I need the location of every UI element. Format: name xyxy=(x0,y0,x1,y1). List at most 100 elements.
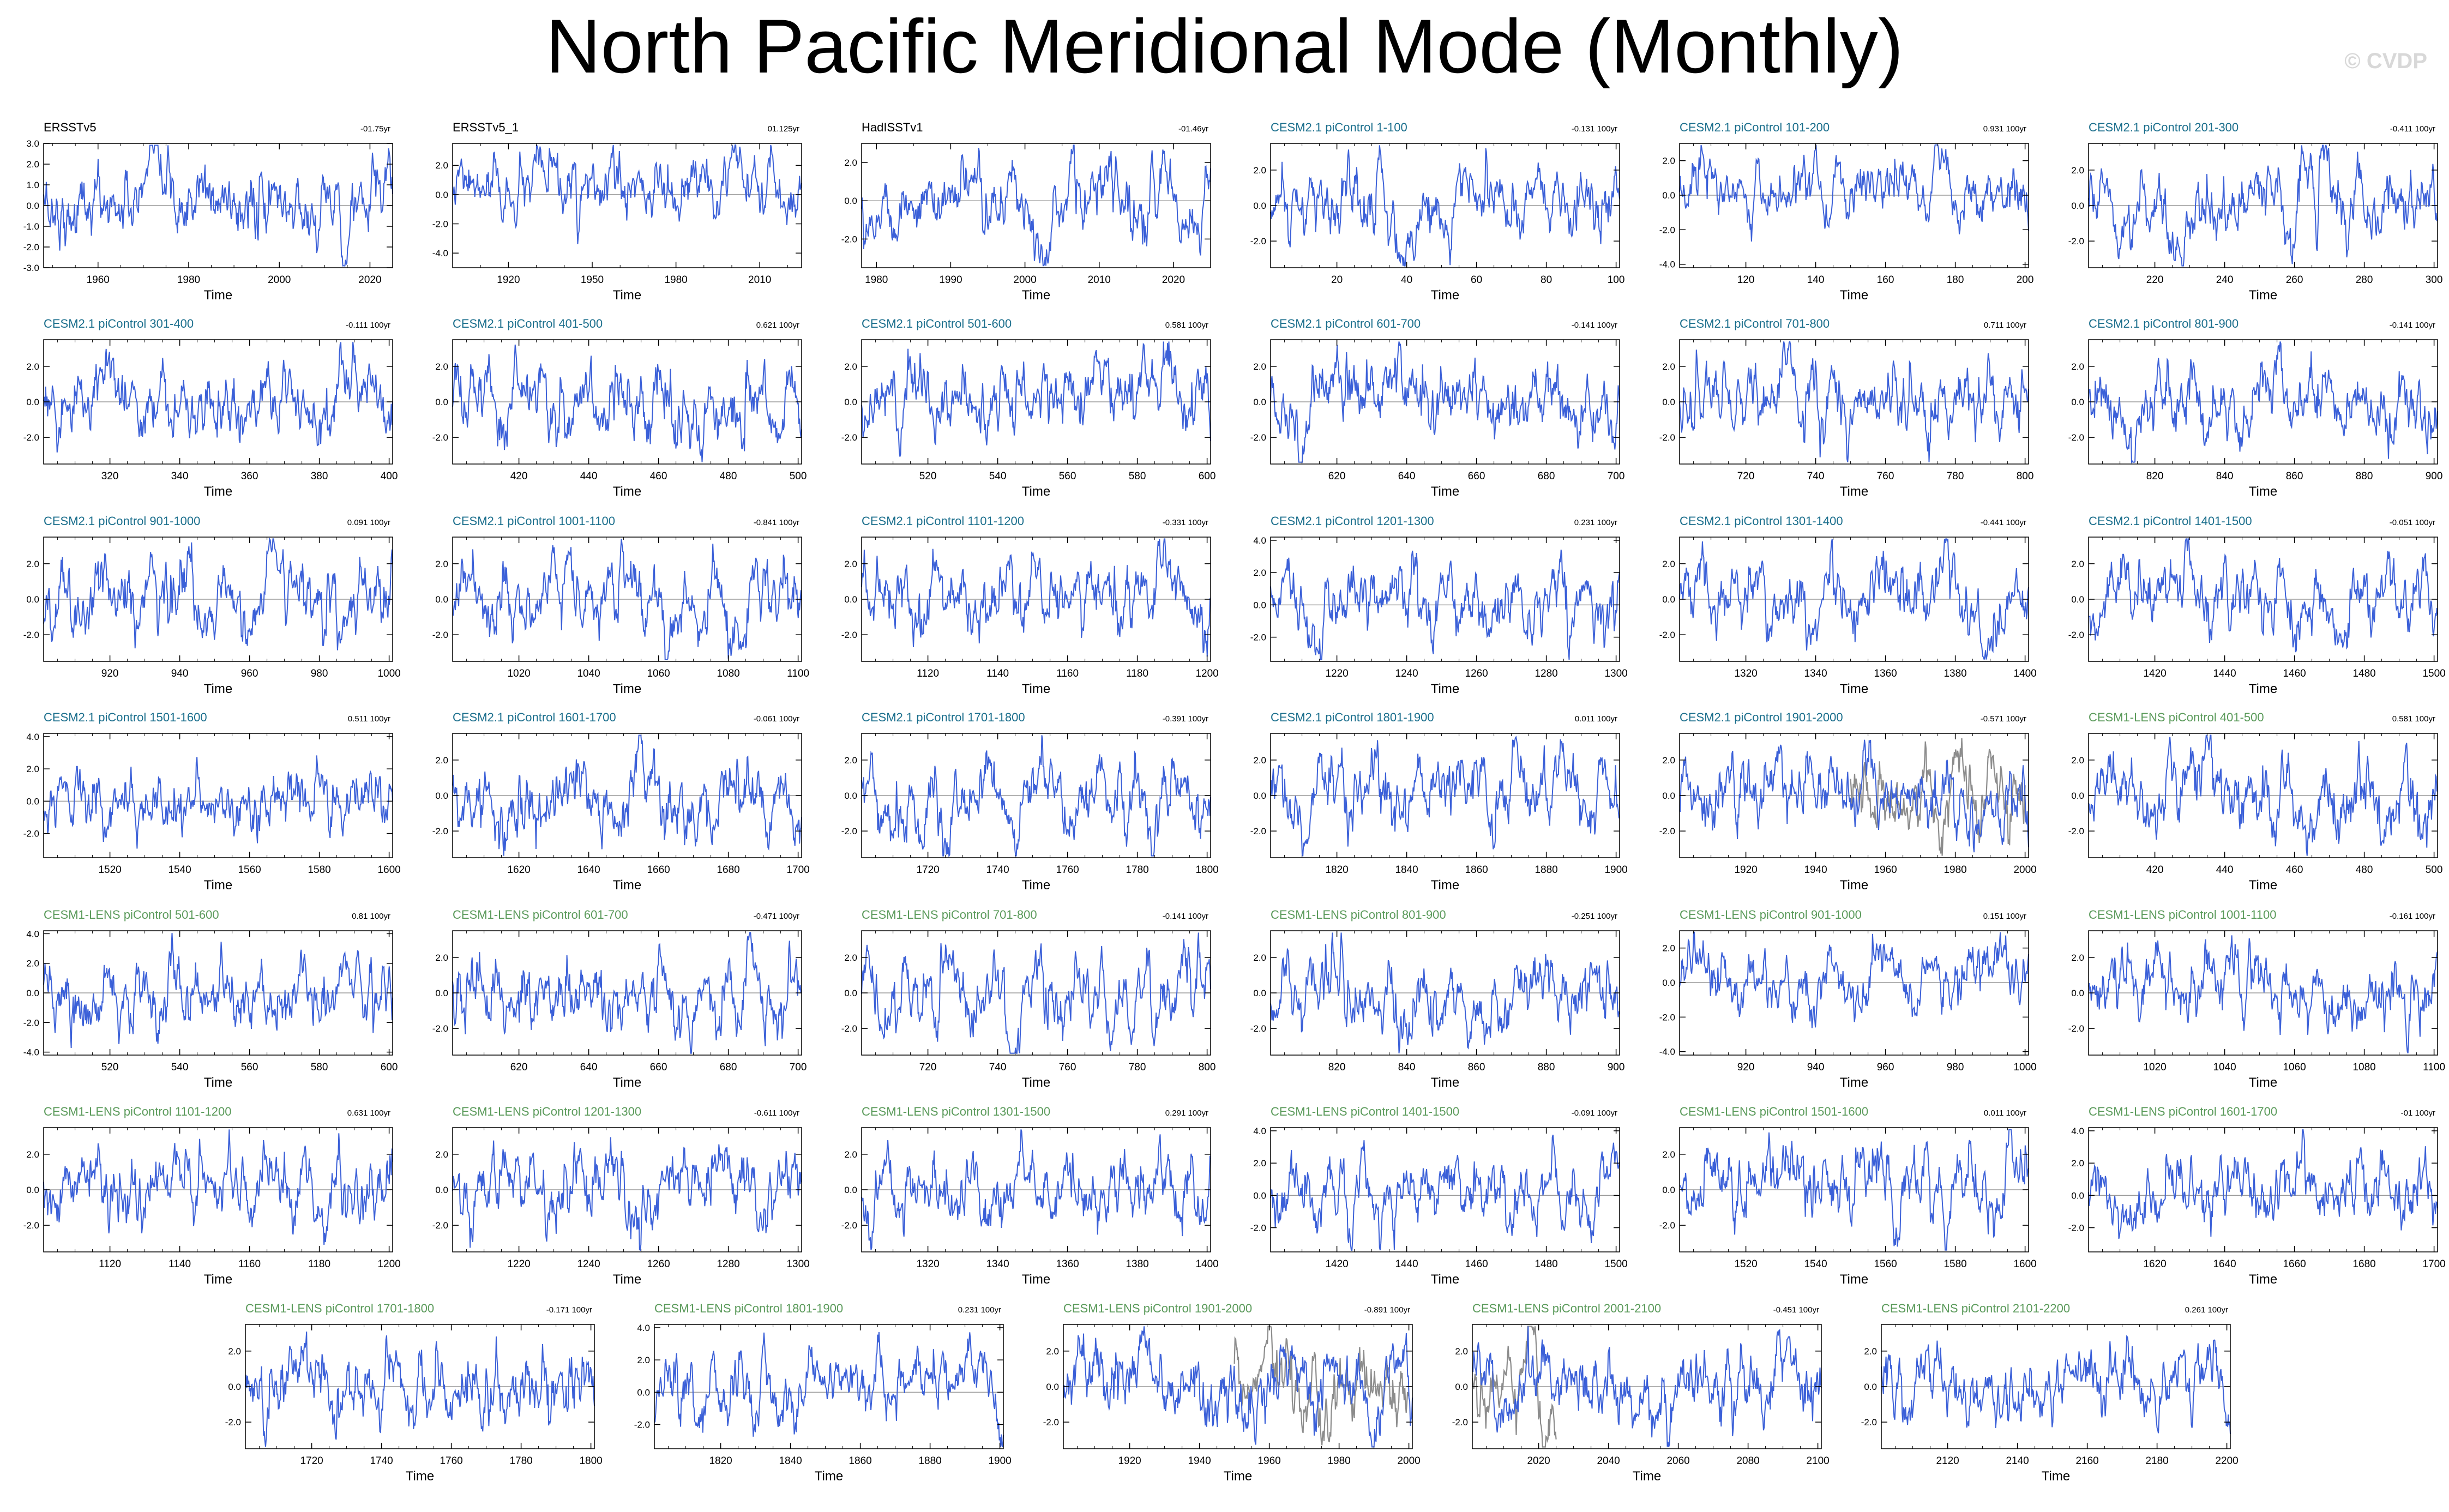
x-tick-label: 1320 xyxy=(916,1258,939,1270)
x-tick-label: 520 xyxy=(919,471,937,482)
series-line xyxy=(452,734,802,856)
x-tick-label: 2000 xyxy=(1397,1455,1420,1467)
x-tick-label: 1280 xyxy=(717,1258,739,1270)
x-axis-label: Time xyxy=(2249,288,2277,303)
y-tick-label: 2.0 xyxy=(1662,156,1675,166)
series-line xyxy=(1881,1335,2231,1435)
x-tick-label: 1200 xyxy=(1195,668,1218,679)
series-line xyxy=(245,1332,595,1447)
x-tick-label: 1020 xyxy=(507,668,530,679)
x-tick-label: 1300 xyxy=(1604,668,1627,679)
panel-title: HadISSTv1 xyxy=(862,121,923,134)
panel-trend: 0.931 100yr xyxy=(1983,124,2026,134)
x-axis-label: Time xyxy=(613,682,641,696)
y-tick-label: 0.0 xyxy=(1253,600,1266,610)
x-tick-label: 1220 xyxy=(1325,668,1348,679)
y-tick-label: -2.0 xyxy=(2068,630,2084,640)
y-tick-label: 0.0 xyxy=(1662,978,1675,988)
x-tick-label: 2020 xyxy=(1527,1455,1550,1467)
x-tick-label: 800 xyxy=(1199,1062,1216,1073)
x-tick-label: 1900 xyxy=(988,1455,1011,1467)
y-tick-label: 0.0 xyxy=(26,988,39,998)
x-tick-label: 1560 xyxy=(238,864,261,876)
x-tick-label: 1360 xyxy=(1874,668,1897,679)
x-tick-label: 1280 xyxy=(1535,668,1557,679)
panel-16: CESM2.1 piControl 1201-1300 0.231 100yr 12… xyxy=(1250,514,1628,696)
panel-title: CESM2.1 piControl 701-800 xyxy=(1680,317,1830,330)
x-axis-label: Time xyxy=(1840,484,1868,499)
x-tick-label: 1260 xyxy=(647,1258,670,1270)
x-tick-label: 900 xyxy=(2426,471,2443,482)
y-tick-label: 0.0 xyxy=(1662,190,1675,201)
series-line xyxy=(1679,931,2029,1028)
y-tick-label: 0.0 xyxy=(435,190,448,200)
panel-title: CESM1-LENS piControl 1901-2000 xyxy=(1063,1302,1252,1315)
y-tick-label: 0.0 xyxy=(1662,594,1675,605)
x-tick-label: 1040 xyxy=(577,668,600,679)
panel-4: CESM2.1 piControl 1-100 -0.131 100yr 20 40 6… xyxy=(1250,121,1625,303)
x-tick-label: 1580 xyxy=(308,864,330,876)
y-tick-label: -2.0 xyxy=(841,432,857,443)
y-tick-label: 4.0 xyxy=(26,929,39,939)
y-tick-label: -2.0 xyxy=(23,829,39,839)
x-tick-label: 1920 xyxy=(1118,1455,1141,1467)
x-axis-label: Time xyxy=(1431,682,1459,696)
x-axis-label: Time xyxy=(1840,288,1868,303)
x-tick-label: 2020 xyxy=(1162,274,1185,286)
y-tick-label: -4.0 xyxy=(23,1047,39,1058)
x-tick-label: 2020 xyxy=(358,274,381,286)
x-axis-label: Time xyxy=(2249,1075,2277,1090)
series-line xyxy=(452,144,802,244)
y-tick-label: 0.0 xyxy=(228,1382,241,1392)
x-tick-label: 1500 xyxy=(1604,1258,1627,1270)
series-line xyxy=(861,735,1211,858)
x-tick-label: 1780 xyxy=(1126,864,1148,876)
x-axis-label: Time xyxy=(2249,878,2277,893)
x-tick-label: 1900 xyxy=(1604,864,1627,876)
panel-trend: -0.571 100yr xyxy=(1981,714,2026,724)
x-tick-label: 1990 xyxy=(939,274,962,286)
panel-title: CESM1-LENS piControl 1001-1100 xyxy=(2089,908,2276,921)
panel-trend: -0.141 100yr xyxy=(1163,912,1208,921)
x-tick-label: 1400 xyxy=(2013,668,2036,679)
x-tick-label: 1740 xyxy=(370,1455,393,1467)
x-tick-label: 1820 xyxy=(709,1455,732,1467)
x-tick-label: 940 xyxy=(1807,1062,1825,1073)
y-tick-label: -2.0 xyxy=(1250,826,1266,836)
x-tick-label: 240 xyxy=(2216,274,2234,286)
x-axis-label: Time xyxy=(1431,1075,1459,1090)
x-tick-label: 2000 xyxy=(268,274,291,286)
y-tick-label: 0.0 xyxy=(26,1185,39,1195)
x-tick-label: 960 xyxy=(1877,1062,1894,1073)
plot-frame xyxy=(1270,537,1620,662)
x-tick-label: 1120 xyxy=(917,668,939,679)
x-axis-label: Time xyxy=(406,1469,434,1484)
panel-8: CESM2.1 piControl 401-500 0.621 100yr 420 4… xyxy=(432,317,807,499)
y-tick-label: 0.0 xyxy=(2071,397,2084,407)
panel-26: CESM1-LENS piControl 601-700 -0.471 100yr… xyxy=(432,908,807,1090)
x-tick-label: 740 xyxy=(989,1062,1007,1073)
y-tick-label: -4.0 xyxy=(1659,1047,1675,1057)
x-tick-label: 1240 xyxy=(1395,668,1418,679)
x-tick-label: 1980 xyxy=(177,274,200,286)
x-tick-label: 1400 xyxy=(1195,1258,1218,1270)
y-tick-label: 2.0 xyxy=(844,1149,857,1160)
x-tick-label: 180 xyxy=(1947,274,1964,286)
series-line xyxy=(861,538,1211,657)
x-tick-label: 1660 xyxy=(2283,1258,2306,1270)
series-line xyxy=(1679,538,2029,660)
series-line xyxy=(861,144,1211,267)
x-tick-label: 880 xyxy=(1538,1062,1555,1073)
panel-title: CESM2.1 piControl 401-500 xyxy=(453,317,603,330)
x-tick-label: 1180 xyxy=(308,1258,330,1270)
x-tick-label: 1160 xyxy=(238,1258,261,1270)
panel-title: CESM1-LENS piControl 1701-1800 xyxy=(245,1302,434,1315)
panel-trend: -0.111 100yr xyxy=(346,321,390,330)
plot-frame xyxy=(654,1324,1004,1449)
y-tick-label: 2.0 xyxy=(844,362,857,372)
y-tick-label: 2.0 xyxy=(1662,362,1675,372)
x-tick-label: 480 xyxy=(720,471,737,482)
series-line xyxy=(1679,144,2029,242)
panel-36: CESM1-LENS piControl 1601-1700 -01 100yr 1… xyxy=(2068,1105,2446,1287)
